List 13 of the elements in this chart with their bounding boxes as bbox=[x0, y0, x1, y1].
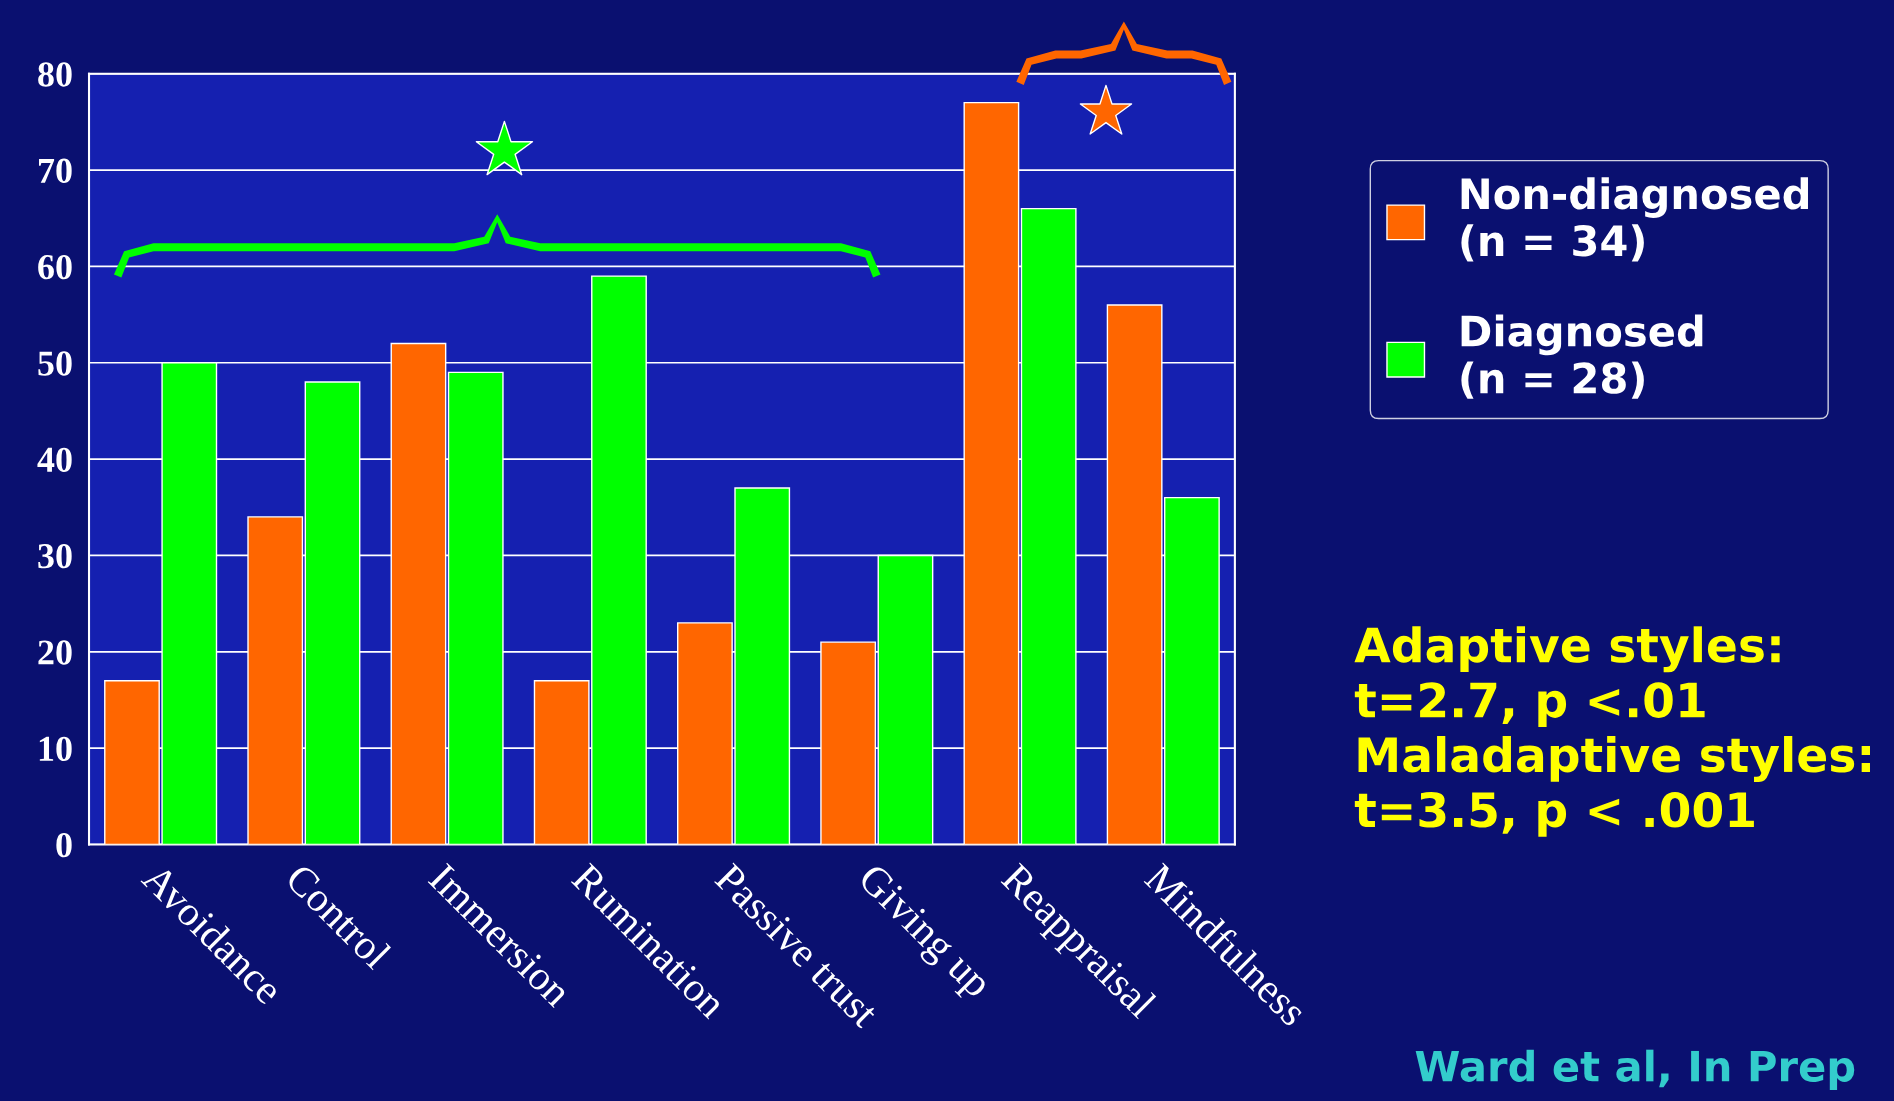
y-tick-label: 50 bbox=[38, 351, 72, 376]
y-tick-label: 10 bbox=[39, 736, 72, 762]
y-tick-label: 70 bbox=[39, 158, 72, 183]
y-tick-label: 30 bbox=[38, 543, 72, 569]
y-tick-label: 80 bbox=[38, 62, 72, 87]
text: Ward et al, In Prep bbox=[1415, 1049, 1855, 1090]
legend-label: Diagnosed (n = 28) bbox=[1461, 314, 1703, 399]
y-tick-label: 0 bbox=[56, 832, 72, 858]
text: Adaptive styles: t=2.7, p <.01 Maladaptive styles: t=3.5, p < .001 bbox=[1354, 626, 1870, 837]
y-tick-label: 60 bbox=[38, 254, 72, 280]
y-tick-label: 20 bbox=[38, 640, 72, 665]
legend-label: Non-diagnosed (n = 34) bbox=[1461, 177, 1808, 262]
y-tick-label: 40 bbox=[37, 447, 72, 472]
